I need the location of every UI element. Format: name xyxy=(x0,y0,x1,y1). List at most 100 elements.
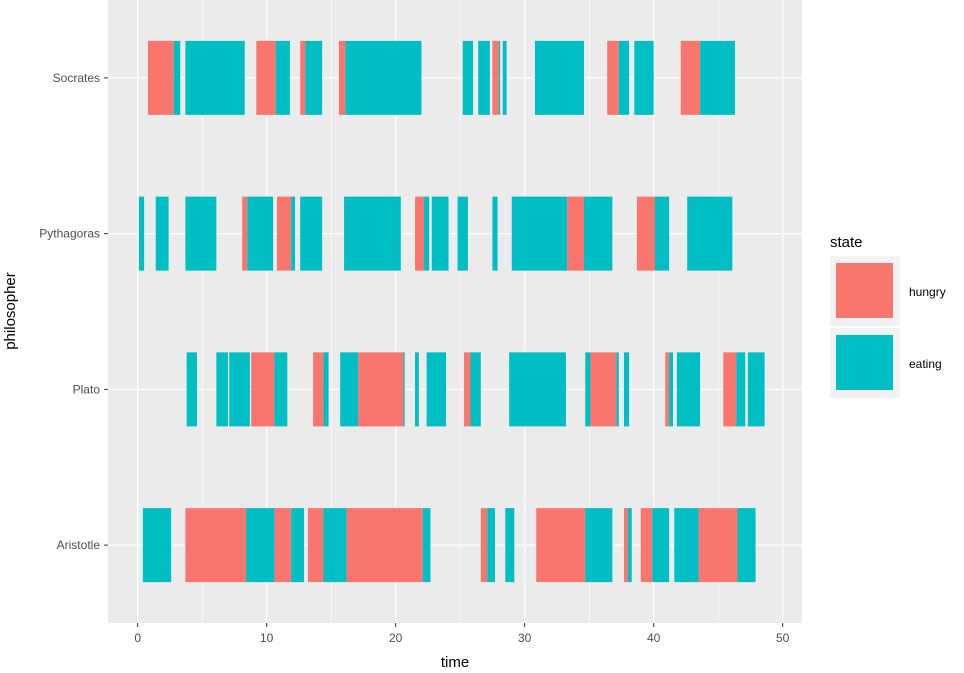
timeline-bar-eating xyxy=(415,352,419,427)
timeline-bar-hungry xyxy=(147,40,174,115)
timeline-bar-eating xyxy=(509,352,566,427)
timeline-bar-eating xyxy=(247,196,274,271)
x-tick-label: 30 xyxy=(518,631,532,645)
timeline-bar-eating xyxy=(185,196,217,271)
timeline-bar-hungry xyxy=(242,196,248,271)
timeline-bar-hungry xyxy=(492,40,499,115)
timeline-bar-hungry xyxy=(415,196,425,271)
timeline-bar-eating xyxy=(478,40,490,115)
x-axis-title: time xyxy=(441,654,469,671)
timeline-bar-hungry xyxy=(346,508,423,583)
timeline-bar-hungry xyxy=(640,508,653,583)
timeline-bar-hungry xyxy=(256,40,276,115)
x-tick-label: 50 xyxy=(776,631,790,645)
timeline-bar-eating xyxy=(583,196,613,271)
legend: state hungry eating xyxy=(830,234,946,398)
timeline-bar-eating xyxy=(747,352,765,427)
timeline-bar-hungry xyxy=(276,196,292,271)
timeline-bar-eating xyxy=(305,40,323,115)
timeline-bar-eating xyxy=(246,508,275,583)
timeline-bar-hungry xyxy=(665,352,670,427)
timeline-bar-hungry xyxy=(567,196,584,271)
timeline-bar-eating xyxy=(300,196,323,271)
timeline-bar-eating xyxy=(634,40,654,115)
timeline-bar-eating xyxy=(616,352,619,427)
timeline-bar-eating xyxy=(403,352,405,427)
y-tick-label: Plato xyxy=(73,382,101,396)
timeline-bar-eating xyxy=(618,40,630,115)
legend-swatch-eating xyxy=(836,335,893,390)
x-tick-label: 20 xyxy=(389,631,403,645)
timeline-bar-hungry xyxy=(251,352,275,427)
timeline-bar-eating xyxy=(534,40,584,115)
timeline-bar-hungry xyxy=(464,352,471,427)
timeline-bar-eating xyxy=(470,352,481,427)
timeline-bar-eating xyxy=(216,352,228,427)
timeline-bar-eating xyxy=(511,196,568,271)
timeline-bars xyxy=(138,40,765,583)
timeline-bar-eating xyxy=(462,40,474,115)
timeline-bar-eating xyxy=(274,352,288,427)
timeline-bar-eating xyxy=(424,196,430,271)
legend-title: state xyxy=(830,234,863,251)
y-axis: Aristotle Plato Pythagoras Socrates xyxy=(39,71,108,552)
x-tick-label: 0 xyxy=(134,631,141,645)
legend-swatch-hungry xyxy=(836,263,893,318)
timeline-bar-eating xyxy=(654,196,670,271)
timeline-bar-eating xyxy=(457,196,468,271)
y-tick-label: Pythagoras xyxy=(39,227,100,241)
x-tick-label: 10 xyxy=(260,631,274,645)
timeline-bar-hungry xyxy=(300,40,306,115)
timeline-bar-hungry xyxy=(723,352,737,427)
timeline-bar-hungry xyxy=(185,508,247,583)
timeline-bar-hungry xyxy=(623,508,628,583)
y-tick-label: Socrates xyxy=(53,71,100,85)
timeline-bar-eating xyxy=(737,508,756,583)
timeline-bar-hungry xyxy=(536,508,586,583)
timeline-bar-eating xyxy=(185,40,245,115)
timeline-bar-eating xyxy=(323,352,329,427)
timeline-bar-eating xyxy=(422,508,431,583)
timeline-bar-eating xyxy=(627,508,632,583)
timeline-bar-hungry xyxy=(307,508,324,583)
timeline-bar-hungry xyxy=(636,196,655,271)
timeline-bar-eating xyxy=(669,352,674,427)
timeline-bar-hungry xyxy=(590,352,617,427)
timeline-bar-eating xyxy=(498,40,501,115)
timeline-bar-hungry xyxy=(607,40,619,115)
timeline-bar-eating xyxy=(585,352,591,427)
timeline-bar-hungry xyxy=(358,352,404,427)
timeline-bar-eating xyxy=(186,352,198,427)
timeline-bar-hungry xyxy=(480,508,488,583)
timeline-bar-hungry xyxy=(313,352,324,427)
timeline-bar-eating xyxy=(623,352,630,427)
timeline-bar-eating xyxy=(229,352,250,427)
timeline-bar-eating xyxy=(674,508,699,583)
y-axis-title: philosopher xyxy=(2,272,19,350)
legend-label-eating: eating xyxy=(909,357,942,371)
timeline-bar-hungry xyxy=(338,40,346,115)
timeline-bar-eating xyxy=(487,508,495,583)
timeline-bar-eating xyxy=(652,508,670,583)
timeline-bar-eating xyxy=(687,196,733,271)
legend-label-hungry: hungry xyxy=(909,285,946,299)
timeline-bar-eating xyxy=(138,196,145,271)
x-axis: 0 10 20 30 40 50 xyxy=(134,623,790,645)
timeline-bar-eating xyxy=(492,196,498,271)
timeline-bar-eating xyxy=(344,196,401,271)
timeline-bar-eating xyxy=(173,40,181,115)
timeline-bar-hungry xyxy=(680,40,701,115)
timeline-bar-eating xyxy=(700,40,735,115)
timeline-bar-eating xyxy=(431,196,449,271)
timeline-bar-eating xyxy=(345,40,422,115)
timeline-bar-eating xyxy=(291,508,305,583)
timeline-bar-hungry xyxy=(274,508,292,583)
timeline-bar-eating xyxy=(323,508,347,583)
timeline-bar-eating xyxy=(426,352,446,427)
y-tick-label: Aristotle xyxy=(57,538,101,552)
timeline-bar-eating xyxy=(502,40,507,115)
timeline-bar-eating xyxy=(736,352,746,427)
timeline-bar-eating xyxy=(585,508,613,583)
timeline-bar-eating xyxy=(142,508,172,583)
